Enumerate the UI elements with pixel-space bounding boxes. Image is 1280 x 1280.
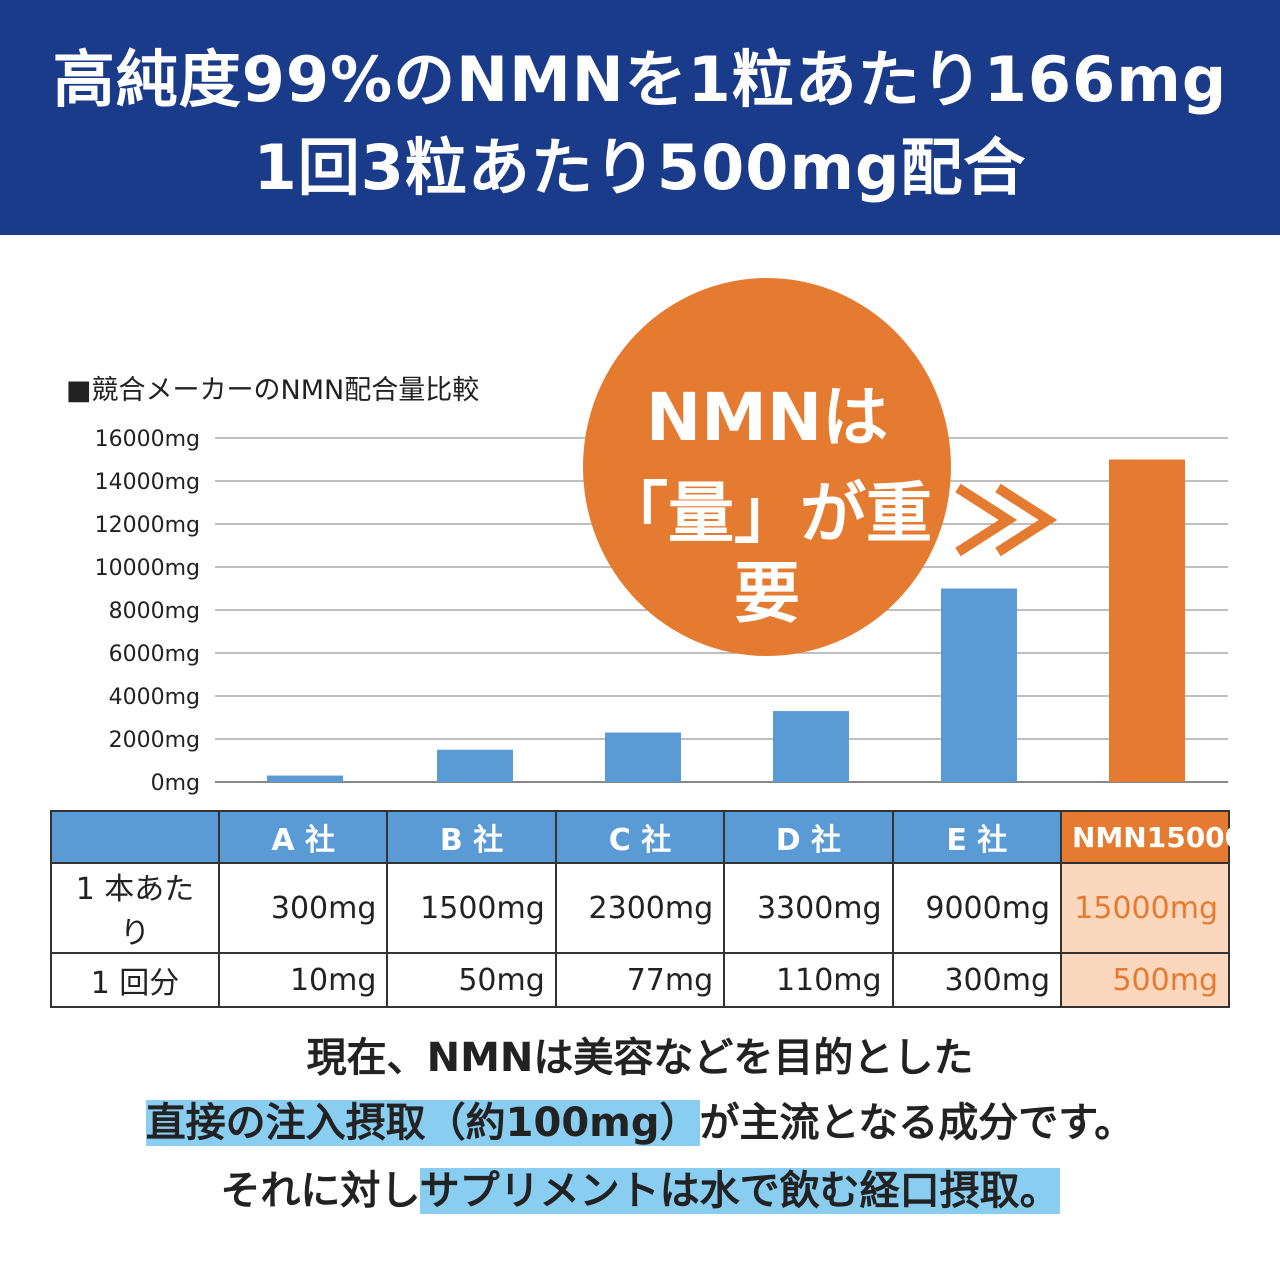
table-header-row: A 社 B 社 C 社 D 社 E 社 NMN15000 bbox=[50, 810, 1244, 864]
y-tick-label: 10000mg bbox=[95, 556, 200, 581]
table-cell: 2300mg bbox=[554, 862, 726, 954]
bar-C社 bbox=[605, 732, 681, 782]
table-header-cell: E 社 bbox=[891, 810, 1063, 864]
highlighted-text: サプリメントは水で飲む経口摂取。 bbox=[419, 1168, 1060, 1214]
table-cell: 300mg bbox=[217, 862, 389, 954]
bar-NMN15000 bbox=[1109, 459, 1185, 782]
table-header-cell: B 社 bbox=[386, 810, 557, 864]
highlight-badge: NMNは 「量」が重要 bbox=[583, 278, 951, 656]
badge-line-1: NMNは bbox=[645, 379, 889, 456]
bar-E社 bbox=[941, 588, 1017, 782]
table-cell-highlight: 500mg bbox=[1060, 952, 1230, 1008]
table-header-cell: A 社 bbox=[217, 810, 389, 864]
y-tick-label: 0mg bbox=[151, 771, 200, 796]
table-cell: 10mg bbox=[217, 952, 389, 1008]
bar-chart: 0mg 2000mg 4000mg 6000mg 8000mg 10000mg 12000m… bbox=[95, 427, 1228, 796]
highlighted-text: 直接の注入摂取（約100mg） bbox=[145, 1100, 700, 1146]
comparison-table: A 社 B 社 C 社 D 社 E 社 NMN15000 1 本あたり 300m… bbox=[50, 810, 1244, 1008]
badge-line-2: 「量」が重要 bbox=[602, 475, 932, 632]
table-cell: 3300mg bbox=[723, 862, 894, 954]
row-label: 1 回分 bbox=[50, 952, 220, 1008]
header-line-2: 1回3粒あたり500mg配合 bbox=[253, 131, 1027, 204]
body-text-line-3: それに対しサプリメントは水で飲む経口摂取。 bbox=[0, 1166, 1280, 1216]
table-header-cell: D 社 bbox=[723, 810, 894, 864]
y-tick-label: 2000mg bbox=[109, 728, 200, 753]
double-chevron-right-icon bbox=[955, 483, 1058, 557]
table-cell: 1500mg bbox=[386, 862, 557, 954]
table-cell: 300mg bbox=[891, 952, 1063, 1008]
table-row: 1 回分 10mg 50mg 77mg 110mg 300mg 500mg bbox=[50, 952, 1230, 1008]
table-cell: 50mg bbox=[386, 952, 557, 1008]
y-tick-label: 8000mg bbox=[109, 599, 200, 624]
table-cell: 110mg bbox=[723, 952, 894, 1008]
row-label: 1 本あたり bbox=[50, 862, 220, 954]
table-header-cell-highlight: NMN15000 bbox=[1060, 810, 1244, 864]
y-tick-label: 14000mg bbox=[95, 470, 200, 495]
body-text-fragment: が主流となる成分です。 bbox=[699, 1100, 1135, 1146]
body-text-line-2: 直接の注入摂取（約100mg）が主流となる成分です。 bbox=[0, 1098, 1280, 1148]
bar-A社 bbox=[267, 775, 343, 782]
table-cell: 77mg bbox=[554, 952, 726, 1008]
y-tick-label: 4000mg bbox=[109, 685, 200, 710]
bar-D社 bbox=[773, 711, 849, 782]
header-line-1: 高純度99%のNMNを1粒あたり166mg bbox=[52, 43, 1228, 116]
bar-B社 bbox=[437, 749, 513, 782]
table-header-cell bbox=[50, 810, 220, 864]
table-row: 1 本あたり 300mg 1500mg 2300mg 3300mg 9000mg… bbox=[50, 862, 1230, 954]
body-text-fragment: それに対し bbox=[220, 1168, 420, 1214]
chart-title: ■競合メーカーのNMN配合量比較 bbox=[66, 375, 480, 406]
table-header-cell: C 社 bbox=[554, 810, 726, 864]
table-cell: 9000mg bbox=[891, 862, 1063, 954]
y-tick-label: 16000mg bbox=[95, 427, 200, 452]
header-banner: 高純度99%のNMNを1粒あたり166mg 1回3粒あたり500mg配合 bbox=[0, 0, 1280, 235]
y-tick-label: 12000mg bbox=[95, 513, 200, 538]
y-tick-label: 6000mg bbox=[109, 642, 200, 667]
body-text-line-1: 現在、NMNは美容などを目的とした bbox=[306, 1035, 974, 1081]
table-cell-highlight: 15000mg bbox=[1060, 862, 1230, 954]
